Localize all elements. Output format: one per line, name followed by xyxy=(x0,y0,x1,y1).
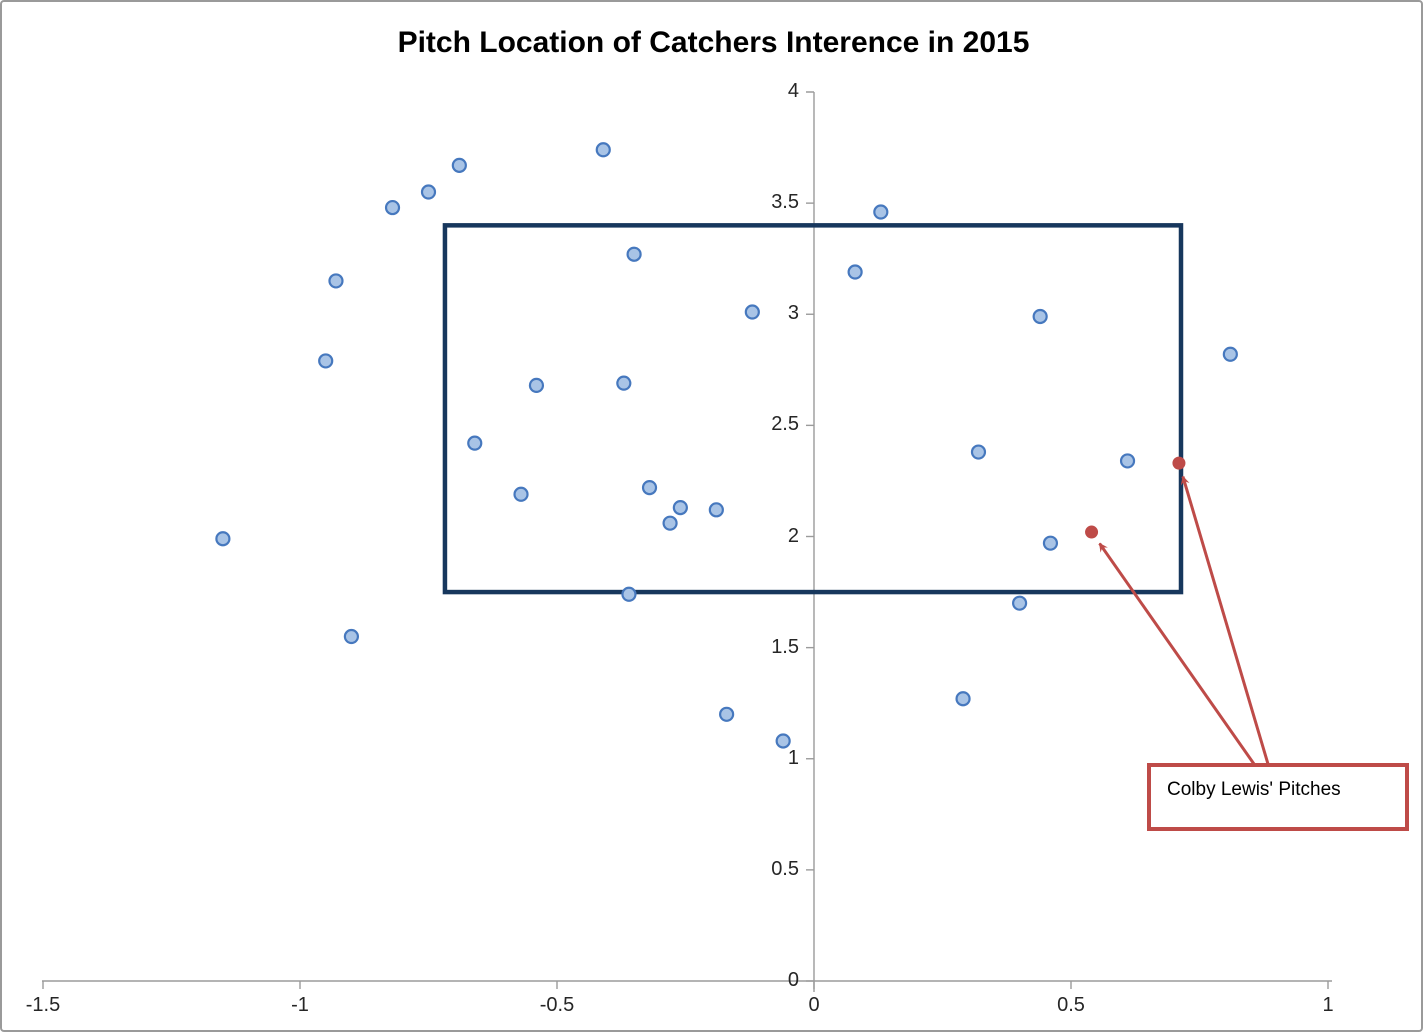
annotation-callout-box: Colby Lewis' Pitches xyxy=(1147,763,1409,831)
data-point-catchers-interference xyxy=(343,628,359,645)
data-point-catchers-interference xyxy=(616,375,632,391)
y-tick-label: 1 xyxy=(787,746,799,769)
x-tick-label: -0.5 xyxy=(539,994,575,1016)
data-point-catchers-interference xyxy=(513,486,529,502)
data-point-catchers-interference xyxy=(384,199,401,216)
data-point-catchers-interference xyxy=(672,500,688,516)
data-point-catchers-interference xyxy=(708,502,724,518)
data-point-colby-lewis xyxy=(1172,456,1186,470)
data-point-catchers-interference xyxy=(775,733,791,749)
y-tick-label: 0 xyxy=(787,969,799,991)
data-point-catchers-interference xyxy=(420,184,437,200)
x-tick-label: 1 xyxy=(1322,994,1334,1016)
data-point-catchers-interference xyxy=(662,515,678,531)
y-tick-label: 4 xyxy=(787,80,799,102)
data-point-catchers-interference xyxy=(873,204,889,220)
y-tick-label: 3 xyxy=(787,302,799,325)
data-point-catchers-interference xyxy=(970,444,987,460)
data-point-catchers-interference xyxy=(621,586,637,602)
y-tick-label: 1.5 xyxy=(771,635,799,658)
chart-title: Pitch Location of Catchers Interence in … xyxy=(397,26,1030,59)
data-point-catchers-interference xyxy=(626,246,642,262)
annotation-arrow xyxy=(1180,475,1270,765)
annotation-arrow xyxy=(1098,542,1256,765)
data-point-catchers-interference xyxy=(1119,453,1136,469)
data-point-catchers-interference xyxy=(641,480,658,496)
data-point-catchers-interference xyxy=(451,157,467,173)
data-point-catchers-interference xyxy=(1222,346,1238,362)
data-point-catchers-interference xyxy=(744,304,760,320)
x-tick-label: -1.5 xyxy=(25,994,61,1016)
y-tick-label: 2 xyxy=(787,524,799,547)
data-point-catchers-interference xyxy=(719,706,735,722)
data-point-catchers-interference xyxy=(215,531,231,547)
data-point-catchers-interference xyxy=(318,353,334,369)
y-tick-label: 2.5 xyxy=(771,413,799,436)
data-point-colby-lewis xyxy=(1085,525,1099,539)
y-tick-label: 3.5 xyxy=(771,191,799,214)
data-point-catchers-interference xyxy=(595,142,611,158)
x-tick-label: -1 xyxy=(291,994,309,1016)
strike-zone-rect xyxy=(442,223,1184,595)
data-point-catchers-interference xyxy=(328,273,344,289)
annotation-label: Colby Lewis' Pitches xyxy=(1167,779,1341,800)
y-tick-label: 0.5 xyxy=(771,857,799,880)
x-tick-label: 0.5 xyxy=(1057,994,1085,1016)
data-point-catchers-interference xyxy=(1032,308,1048,325)
x-tick-label: 0 xyxy=(808,994,820,1016)
data-point-catchers-interference xyxy=(955,691,971,707)
data-point-catchers-interference xyxy=(1011,595,1028,611)
data-point-catchers-interference xyxy=(1042,535,1059,551)
data-point-catchers-interference xyxy=(467,435,483,451)
data-point-catchers-interference xyxy=(847,264,863,280)
data-point-catchers-interference xyxy=(528,377,545,393)
